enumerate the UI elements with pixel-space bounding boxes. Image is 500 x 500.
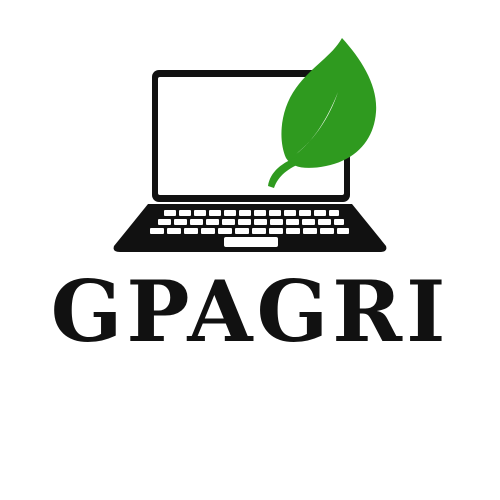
trackpad [224,237,278,247]
leaf-icon [268,38,377,188]
leaf-stem [268,156,304,188]
leaf-blade [281,38,377,168]
keyboard-keys [150,210,349,247]
brand-name: GPAGRI [50,262,450,361]
